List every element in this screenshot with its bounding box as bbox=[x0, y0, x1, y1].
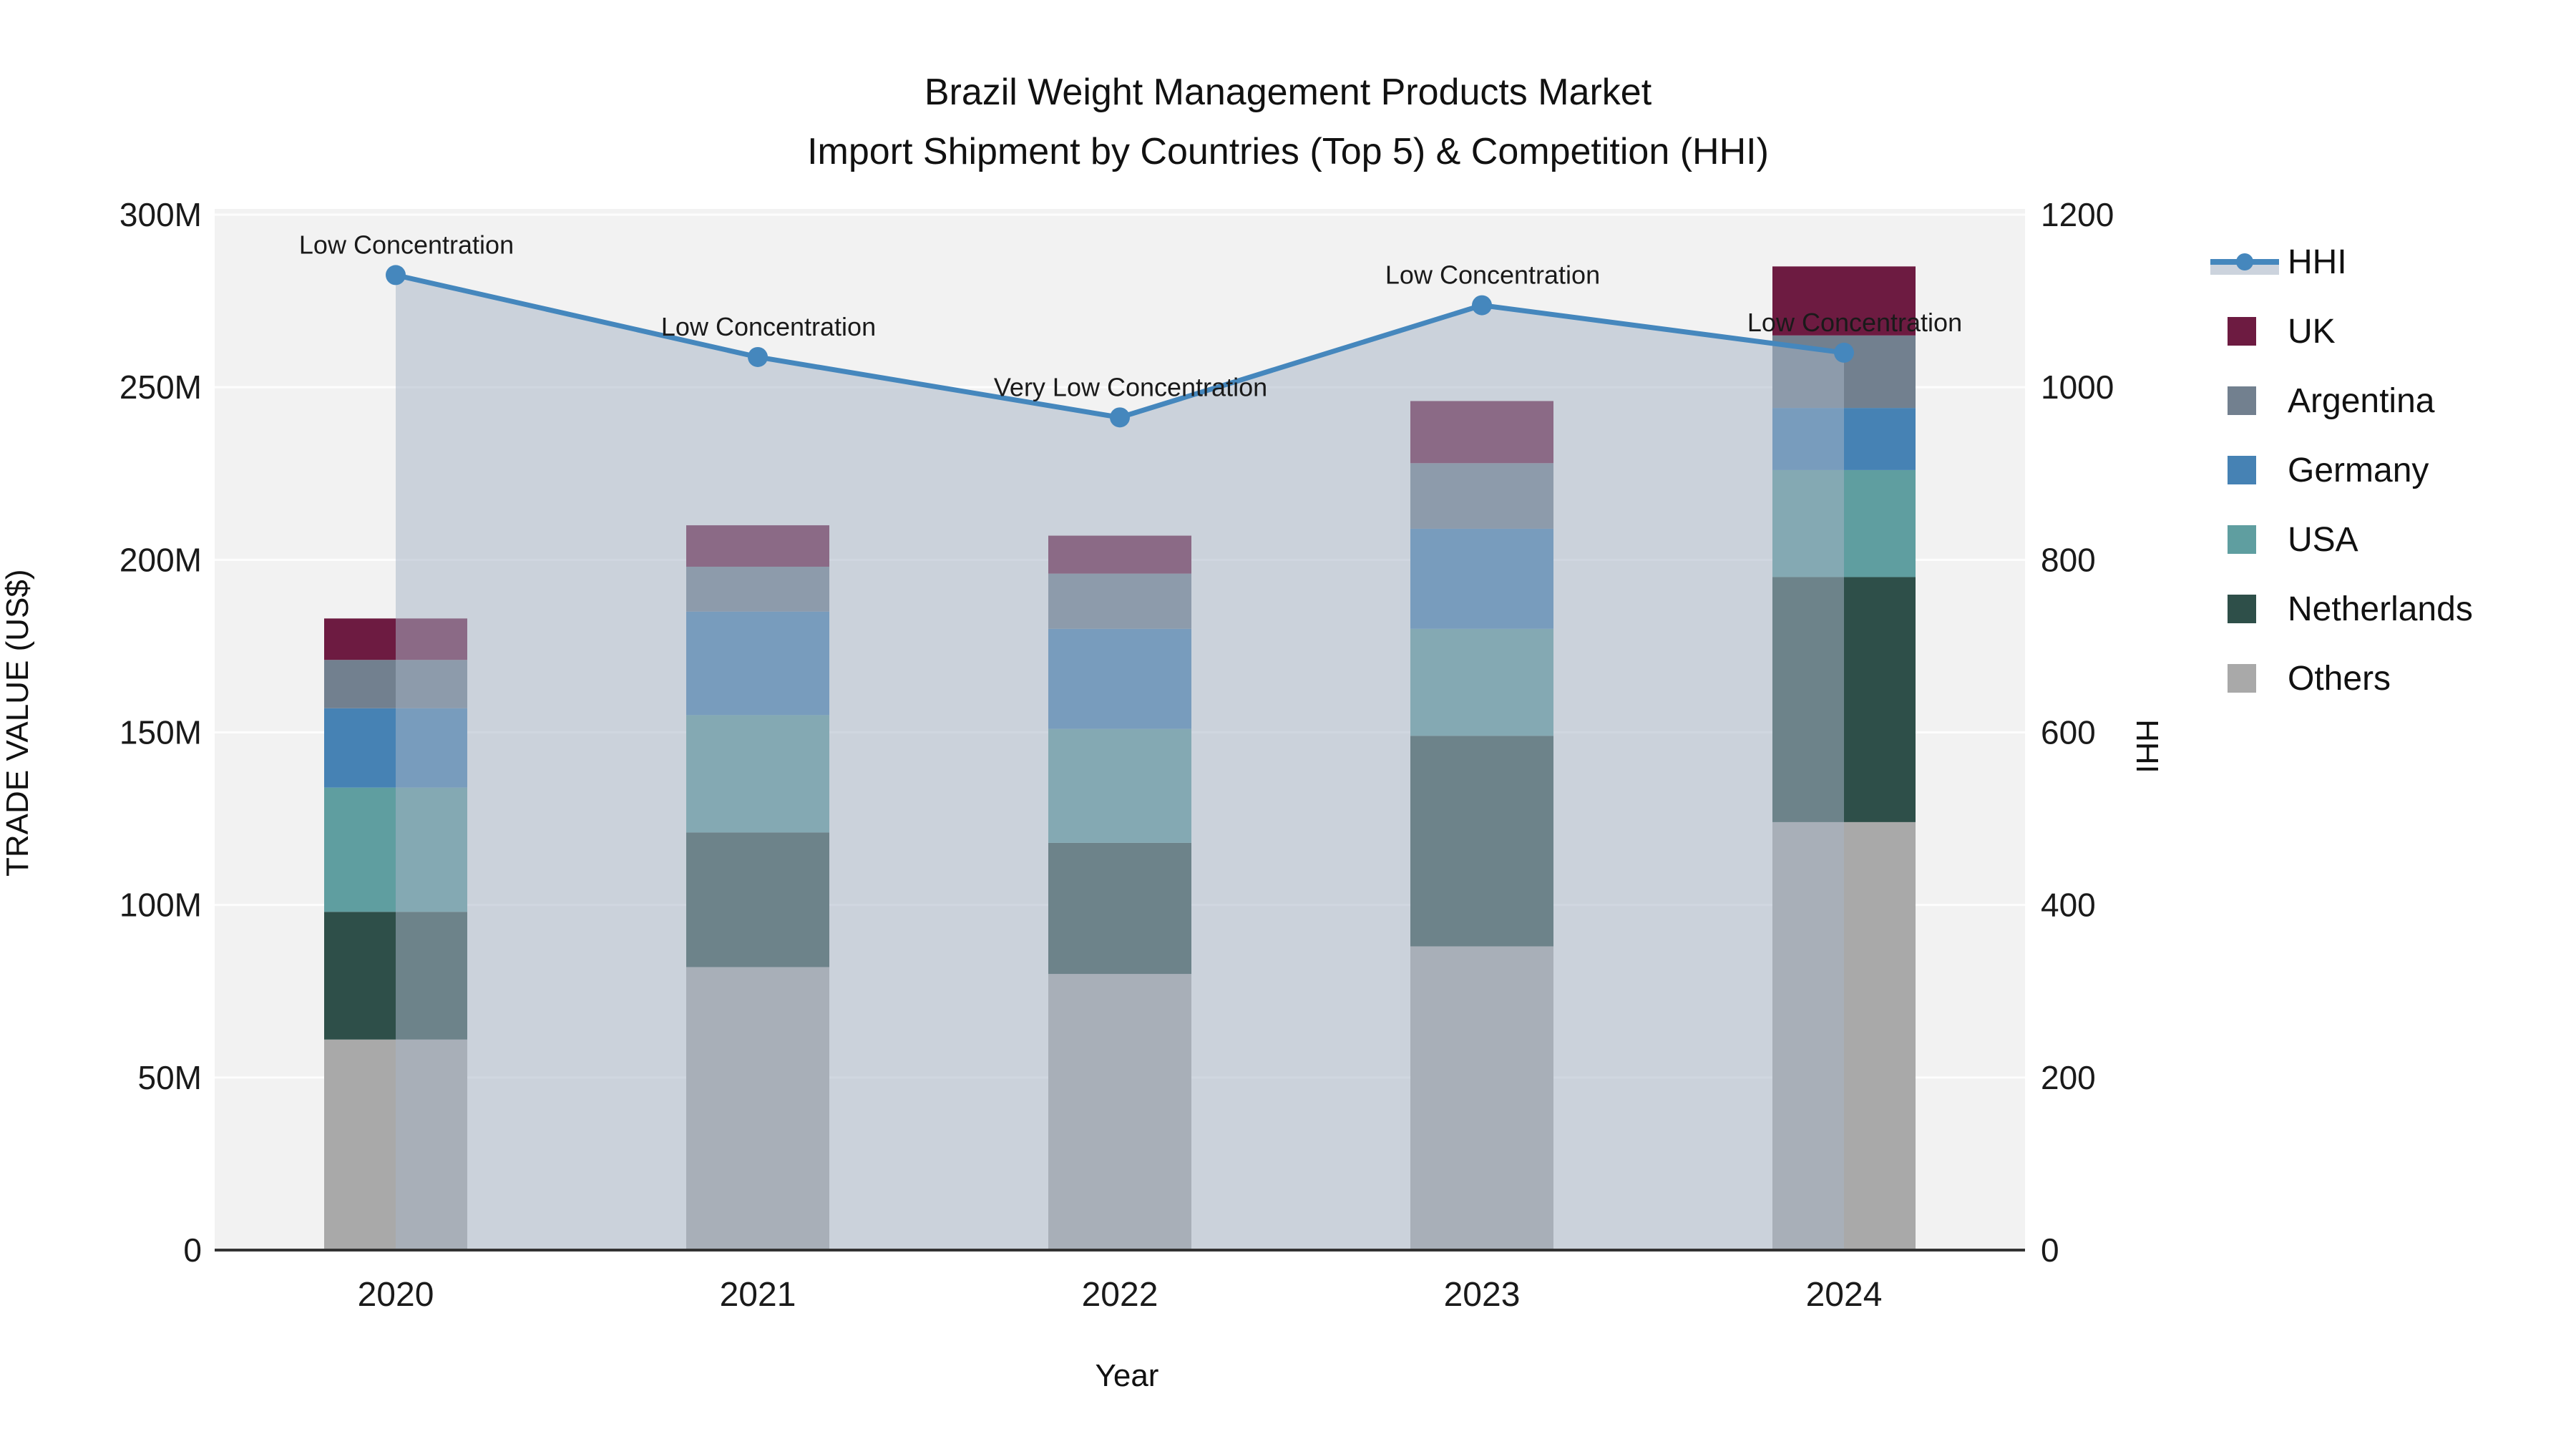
legend-item-uk: UK bbox=[2209, 297, 2473, 366]
argentina-swatch-icon bbox=[2209, 366, 2288, 436]
hhi-point-2023 bbox=[1472, 295, 1492, 316]
x-tick-2022: 2022 bbox=[1082, 1276, 1158, 1314]
y-right-tick-400: 400 bbox=[2041, 887, 2096, 924]
bar-segment-uk-2024 bbox=[1772, 266, 1916, 336]
annotation-2023: Low Concentration bbox=[1385, 260, 1600, 290]
legend-label: Germany bbox=[2288, 452, 2429, 489]
x-axis-title: Year bbox=[1095, 1358, 1159, 1393]
legend-label: Netherlands bbox=[2288, 590, 2473, 628]
legend-label: UK bbox=[2288, 313, 2336, 351]
y-left-tick-100M: 100M bbox=[119, 887, 202, 924]
legend-item-germany: Germany bbox=[2209, 436, 2473, 505]
y-right-tick-600: 600 bbox=[2041, 714, 2096, 751]
hhi-point-2024 bbox=[1834, 342, 1854, 363]
hhi-point-2022 bbox=[1110, 407, 1130, 428]
legend-label: Argentina bbox=[2288, 382, 2435, 420]
chart-title-line1: Brazil Weight Management Products Market bbox=[924, 72, 1652, 113]
y-right-tick-1000: 1000 bbox=[2041, 369, 2114, 406]
legend-swatch bbox=[2228, 386, 2256, 415]
legend-swatch bbox=[2228, 525, 2256, 554]
chart-title: Brazil Weight Management Products Market… bbox=[0, 63, 2576, 182]
x-tick-2021: 2021 bbox=[720, 1276, 796, 1314]
legend-swatch bbox=[2228, 664, 2256, 693]
y-left-tick-50M: 50M bbox=[138, 1059, 202, 1096]
y-right-tick-200: 200 bbox=[2041, 1059, 2096, 1096]
legend-swatch bbox=[2228, 595, 2256, 623]
annotation-2022: Very Low Concentration bbox=[994, 372, 1267, 401]
legend-item-netherlands: Netherlands bbox=[2209, 575, 2473, 644]
y-right-tick-0: 0 bbox=[2041, 1231, 2059, 1269]
legend-swatch bbox=[2228, 456, 2256, 484]
legend-item-hhi: HHI bbox=[2209, 228, 2473, 297]
hhi-area bbox=[396, 275, 1844, 1250]
others-swatch-icon bbox=[2209, 644, 2288, 713]
hhi-line-icon bbox=[2209, 228, 2288, 297]
legend-swatch bbox=[2228, 317, 2256, 346]
legend-label: HHI bbox=[2288, 243, 2347, 281]
annotation-2020: Low Concentration bbox=[299, 230, 514, 259]
x-tick-2024: 2024 bbox=[1806, 1276, 1883, 1314]
hhi-legend-glyph bbox=[2210, 253, 2279, 275]
chart-title-line2: Import Shipment by Countries (Top 5) & C… bbox=[807, 131, 1769, 173]
legend-item-usa: USA bbox=[2209, 505, 2473, 575]
x-tick-2023: 2023 bbox=[1444, 1276, 1521, 1314]
annotation-2024: Low Concentration bbox=[1747, 308, 1962, 337]
y-right-tick-1200: 1200 bbox=[2041, 196, 2114, 233]
legend-item-others: Others bbox=[2209, 644, 2473, 713]
legend-item-argentina: Argentina bbox=[2209, 366, 2473, 436]
legend-label: USA bbox=[2288, 521, 2358, 559]
netherlands-swatch-icon bbox=[2209, 575, 2288, 644]
hhi-point-2021 bbox=[748, 346, 768, 367]
hhi-point-2020 bbox=[386, 265, 406, 286]
y-left-tick-250M: 250M bbox=[119, 369, 202, 406]
legend-label: Others bbox=[2288, 660, 2391, 698]
annotation-2021: Low Concentration bbox=[661, 312, 876, 341]
y-left-tick-200M: 200M bbox=[119, 541, 202, 578]
y-right-tick-800: 800 bbox=[2041, 541, 2096, 578]
usa-swatch-icon bbox=[2209, 505, 2288, 575]
y-left-tick-0: 0 bbox=[183, 1231, 202, 1269]
legend: HHI UK Argentina Germany USA Netherlands Other… bbox=[2209, 228, 2473, 713]
uk-swatch-icon bbox=[2209, 297, 2288, 366]
x-tick-2020: 2020 bbox=[358, 1276, 434, 1314]
y-left-tick-150M: 150M bbox=[119, 714, 202, 751]
y-left-tick-300M: 300M bbox=[119, 196, 202, 233]
germany-swatch-icon bbox=[2209, 436, 2288, 505]
